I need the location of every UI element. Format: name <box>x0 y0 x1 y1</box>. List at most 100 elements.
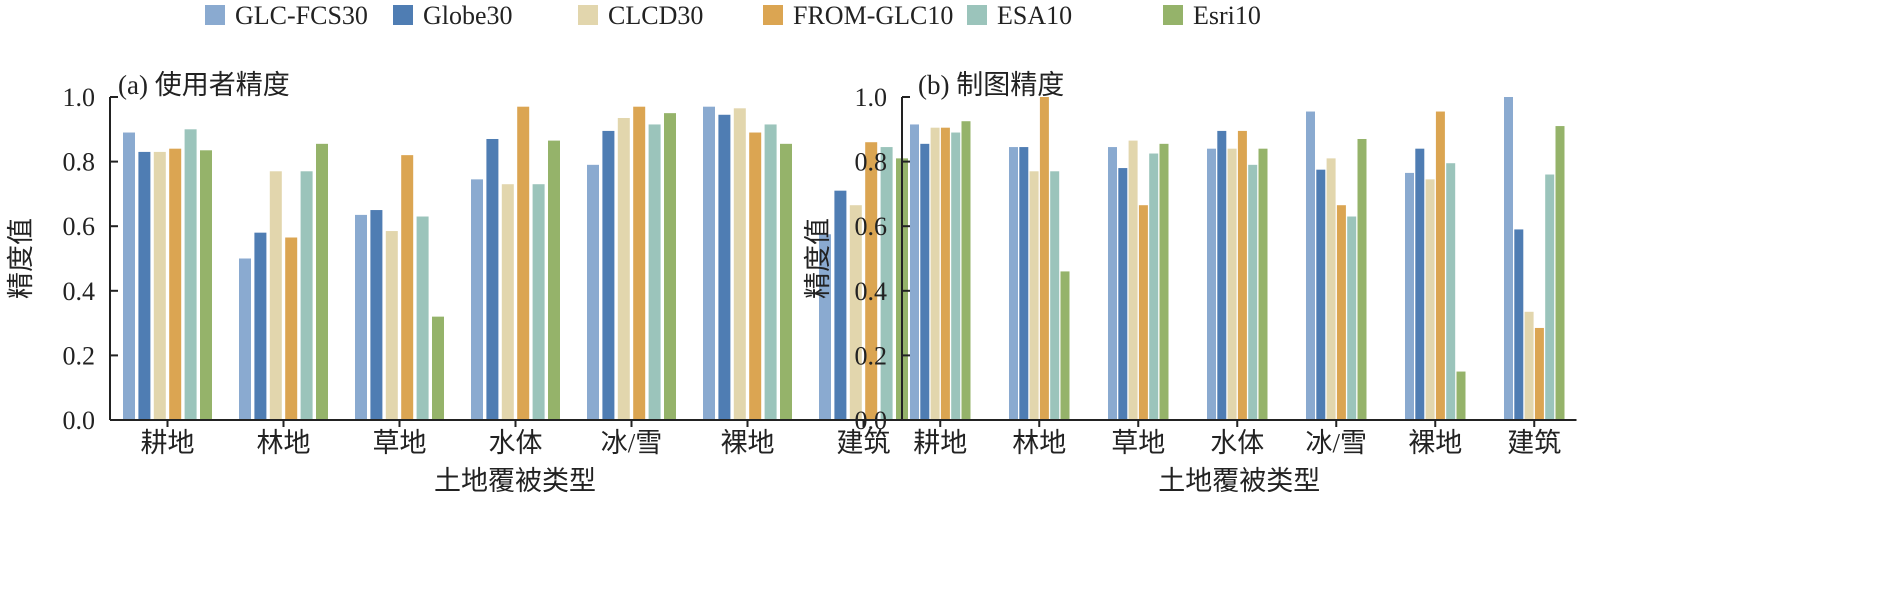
bar <box>300 171 313 420</box>
bar <box>1405 172 1414 420</box>
bar <box>432 316 444 420</box>
bar <box>834 190 847 420</box>
x-tick-label: 冰/雪 <box>601 428 663 458</box>
y-tick-label: 0.4 <box>63 277 96 306</box>
bar <box>749 132 762 420</box>
legend-label: FROM-GLC10 <box>793 1 953 30</box>
bar <box>780 143 792 420</box>
bar <box>880 147 893 420</box>
bar <box>1347 216 1357 420</box>
bar <box>1545 174 1555 420</box>
bar <box>1306 111 1315 420</box>
bar <box>587 164 599 420</box>
y-tick-label: 0.8 <box>63 148 96 177</box>
bar <box>1425 179 1435 420</box>
bar <box>1524 311 1534 420</box>
bar <box>200 150 212 421</box>
bar <box>1326 158 1336 420</box>
bar <box>930 127 940 420</box>
bar <box>1128 140 1138 421</box>
bar <box>138 151 151 420</box>
bar <box>703 106 715 420</box>
bar <box>733 108 746 421</box>
bar <box>951 132 961 420</box>
bar <box>1029 171 1039 420</box>
legend-swatch <box>763 5 783 25</box>
legend-swatch <box>1163 5 1183 25</box>
bar <box>633 106 646 420</box>
x-tick-label: 水体 <box>1210 428 1264 458</box>
legend-swatch <box>393 5 413 25</box>
x-tick-label: 裸地 <box>1408 428 1462 458</box>
bar <box>269 171 282 420</box>
bar <box>239 258 251 420</box>
bar <box>1514 229 1524 420</box>
legend-label: Globe30 <box>423 1 513 30</box>
bar <box>1149 153 1159 420</box>
bar <box>1316 169 1326 420</box>
bar <box>401 155 414 420</box>
bar <box>254 232 267 420</box>
y-tick-label: 0.0 <box>855 406 888 435</box>
y-tick-label: 0.4 <box>855 277 888 306</box>
legend-swatch <box>205 5 225 25</box>
chart-title: (b) 制图精度 <box>918 70 1064 100</box>
bar <box>416 216 429 420</box>
bar <box>1357 138 1367 421</box>
bar <box>961 121 971 420</box>
bar <box>1039 97 1049 420</box>
x-tick-label: 裸地 <box>721 428 775 458</box>
bar <box>865 142 878 420</box>
bar <box>910 124 919 420</box>
bar <box>849 205 862 420</box>
x-axis-label: 土地覆被类型 <box>1158 466 1320 496</box>
bar <box>1237 130 1247 421</box>
bar <box>471 179 483 420</box>
bar <box>385 231 398 420</box>
y-tick-label: 0.6 <box>63 212 96 241</box>
bar <box>1217 130 1227 421</box>
y-axis-label: 精度值 <box>803 218 833 299</box>
legend-label: GLC-FCS30 <box>235 1 368 30</box>
bar <box>1060 271 1070 420</box>
bar <box>1019 147 1029 420</box>
bar <box>1456 371 1466 420</box>
bar <box>285 237 298 420</box>
bar <box>123 132 135 420</box>
bar <box>648 124 661 420</box>
bar <box>940 127 950 420</box>
bar <box>169 148 182 420</box>
bar <box>1336 205 1346 420</box>
legend-swatch <box>578 5 598 25</box>
y-axis-label: 精度值 <box>6 218 36 299</box>
bar <box>1159 143 1169 420</box>
bar <box>1108 147 1117 420</box>
bar <box>184 129 197 421</box>
bar <box>548 140 560 421</box>
x-tick-label: 草地 <box>373 428 427 458</box>
bar <box>1258 148 1268 420</box>
bar <box>355 214 367 420</box>
legend-label: ESA10 <box>997 1 1072 30</box>
bar <box>764 124 777 420</box>
x-tick-label: 冰/雪 <box>1305 428 1367 458</box>
x-tick-label: 建筑 <box>837 428 891 458</box>
bar <box>153 151 166 420</box>
bar <box>1446 163 1456 420</box>
legend-swatch <box>967 5 987 25</box>
bar <box>1504 97 1513 420</box>
bar <box>617 117 630 421</box>
bar <box>1248 164 1258 420</box>
bar <box>1118 168 1128 420</box>
y-tick-label: 1.0 <box>63 83 96 112</box>
bar <box>370 210 383 420</box>
bar <box>1009 147 1018 420</box>
bar <box>819 234 831 420</box>
bar <box>1555 126 1565 420</box>
chart-title: (a) 使用者精度 <box>118 70 290 100</box>
x-tick-label: 林地 <box>257 428 311 458</box>
legend-label: CLCD30 <box>608 1 703 30</box>
bar <box>517 106 530 420</box>
